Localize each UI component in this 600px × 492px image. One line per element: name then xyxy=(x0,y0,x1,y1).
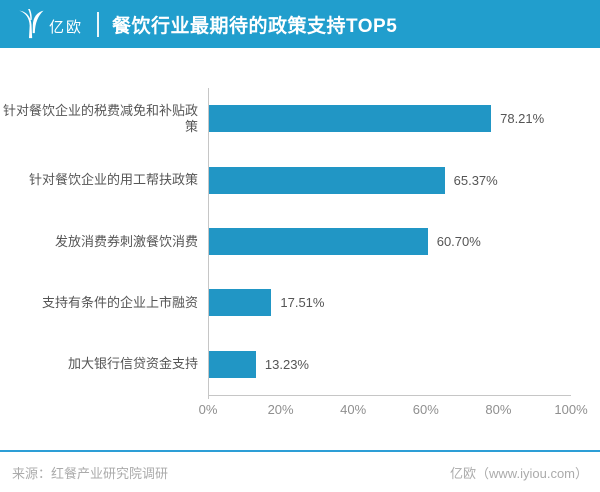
category-label: 针对餐饮企业的税费减免和补贴政策 xyxy=(2,103,198,134)
value-label: 60.70% xyxy=(436,233,481,249)
y-axis-line xyxy=(208,88,209,399)
bar-rows: 针对餐饮企业的税费减免和补贴政策 78.21% 针对餐饮企业的用工帮扶政策 65.37… xyxy=(0,88,600,395)
x-tick-label: 40% xyxy=(340,402,367,417)
iyiou-logo-icon xyxy=(16,8,46,40)
bar-row: 支持有条件的企业上市融资 17.51% xyxy=(0,272,600,333)
bar-track: 60.70% xyxy=(208,227,600,255)
header-divider xyxy=(97,11,100,37)
x-axis-line xyxy=(208,395,571,396)
x-axis-ticks: 0% 20% 40% 60% 80% 100% xyxy=(199,402,588,418)
bar-track: 78.21% xyxy=(208,105,600,133)
source-text: 来源：红餐产业研究院调研 xyxy=(12,465,169,481)
bar xyxy=(208,105,492,133)
footer-separator xyxy=(0,450,600,452)
bar xyxy=(208,166,445,194)
category-label: 针对餐饮企业的用工帮扶政策 xyxy=(28,172,198,188)
bar xyxy=(208,289,272,317)
bar-track: 13.23% xyxy=(208,350,600,378)
bar-row: 发放消费券刺激餐饮消费 60.70% xyxy=(0,211,600,272)
bar-row: 针对餐饮企业的用工帮扶政策 65.37% xyxy=(0,149,600,210)
bar xyxy=(208,350,256,378)
category-label: 加大银行信贷资金支持 xyxy=(67,356,198,372)
x-tick-label: 0% xyxy=(198,402,218,417)
x-tick-label: 20% xyxy=(267,402,294,417)
header-bar: 亿欧 餐饮行业最期待的政策支持TOP5 xyxy=(0,0,600,48)
bar-row: 加大银行信贷资金支持 13.23% xyxy=(0,334,600,395)
logo-wordmark: 亿欧 xyxy=(49,19,84,36)
bar-track: 65.37% xyxy=(208,166,600,194)
chart-title: 餐饮行业最期待的政策支持TOP5 xyxy=(112,15,398,37)
x-tick-label: 100% xyxy=(554,402,588,417)
brand-credit: 亿欧（www.iyiou.com） xyxy=(450,465,588,481)
x-tick-label: 80% xyxy=(485,402,512,417)
value-label: 65.37% xyxy=(453,172,498,188)
bar-row: 针对餐饮企业的税费减免和补贴政策 78.21% xyxy=(0,88,600,149)
value-label: 78.21% xyxy=(500,111,545,127)
bar xyxy=(208,227,428,255)
x-tick-label: 60% xyxy=(412,402,439,417)
bar-track: 17.51% xyxy=(208,289,600,317)
brand-logo: 亿欧 xyxy=(16,8,83,40)
footer-bar: 来源：红餐产业研究院调研 亿欧（www.iyiou.com） xyxy=(0,452,600,492)
value-label: 17.51% xyxy=(280,295,325,311)
value-label: 13.23% xyxy=(264,356,309,372)
category-label: 支持有条件的企业上市融资 xyxy=(41,295,198,311)
category-label: 发放消费券刺激餐饮消费 xyxy=(54,233,198,249)
